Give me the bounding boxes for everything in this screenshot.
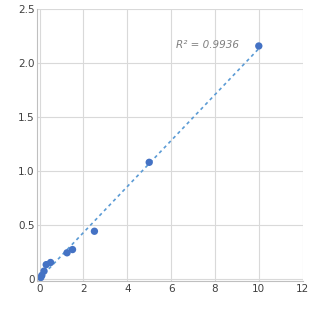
Point <box>44 262 49 267</box>
Point <box>65 250 70 255</box>
Point <box>92 229 97 234</box>
Point <box>48 260 53 265</box>
Point <box>41 269 46 274</box>
Point <box>256 43 261 48</box>
Point <box>70 247 75 252</box>
Point <box>147 160 152 165</box>
Point <box>39 273 44 278</box>
Text: R² = 0.9936: R² = 0.9936 <box>176 40 238 50</box>
Point <box>38 275 43 280</box>
